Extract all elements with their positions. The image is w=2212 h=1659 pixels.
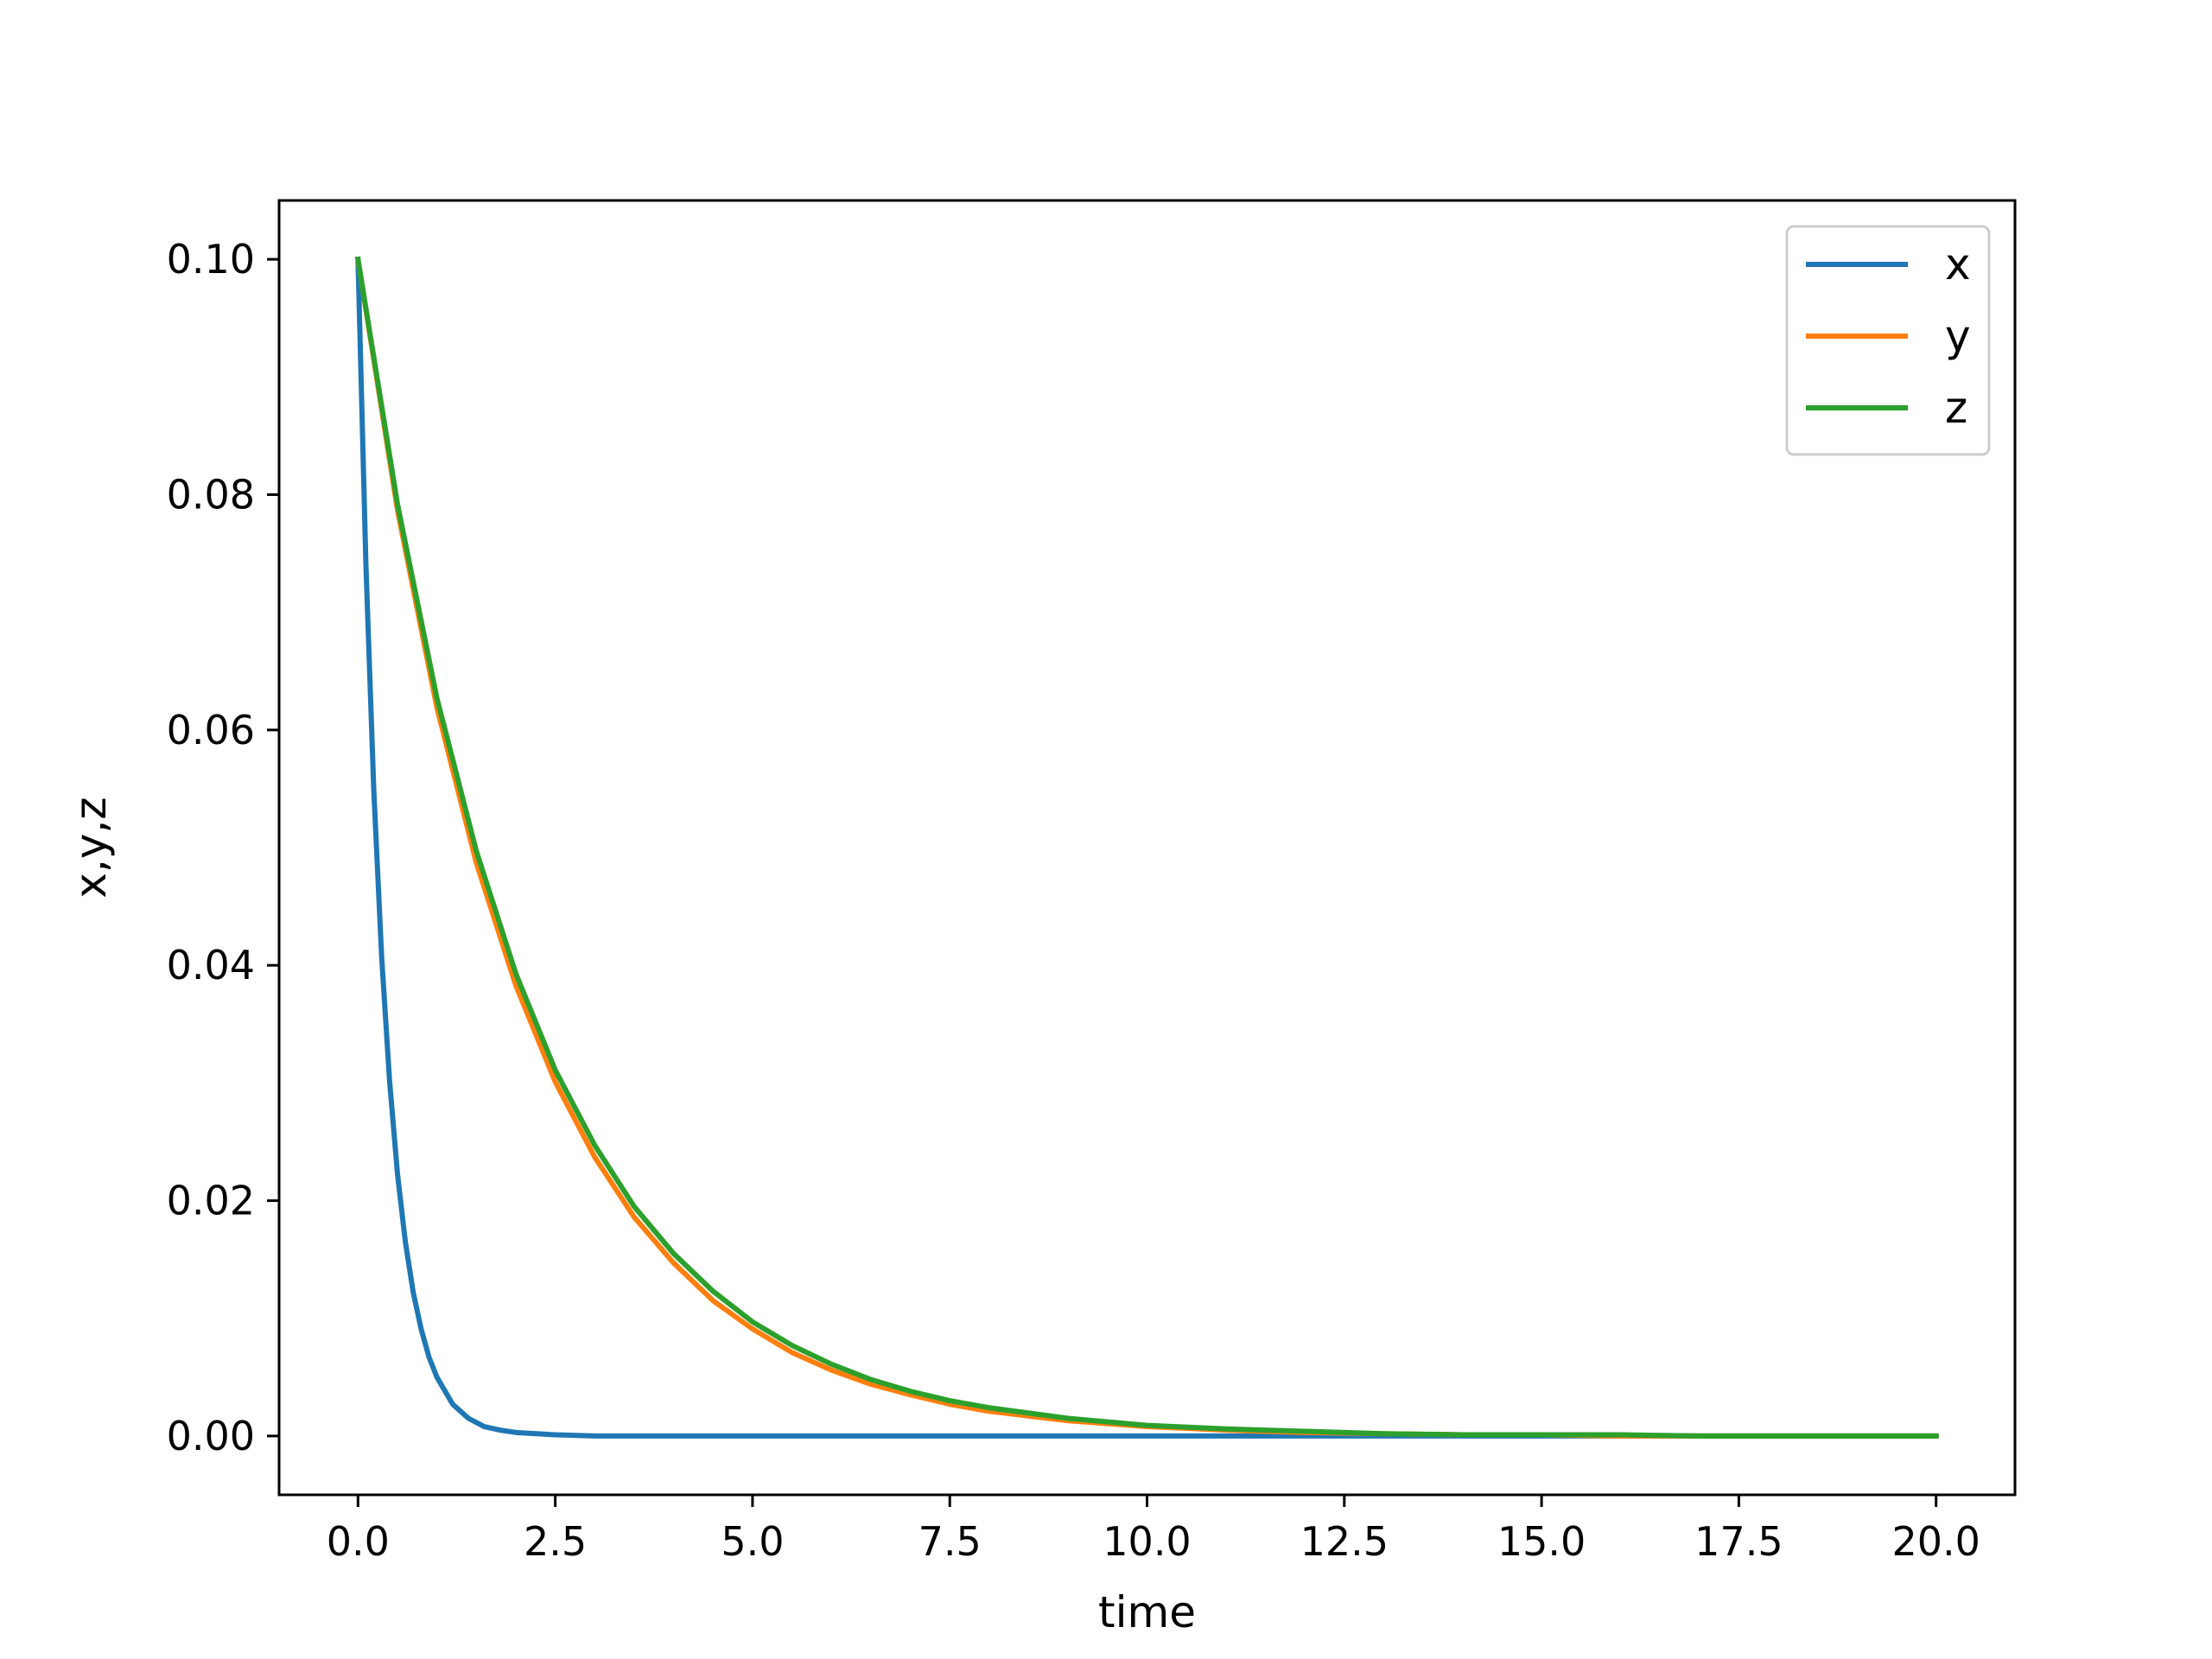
series-layer: [354, 256, 1939, 1439]
y-axis-label: x,y,z: [66, 797, 116, 898]
x-tick-label: 17.5: [1694, 1518, 1783, 1565]
legend-label-y: y: [1945, 311, 1971, 361]
series-line-x: [355, 257, 1939, 1439]
y-axis: 0.00 0.02 0.04 0.06 0.08 0.10: [167, 236, 279, 1459]
x-tick-label: 0.0: [327, 1518, 390, 1565]
x-tick-label: 12.5: [1300, 1518, 1389, 1565]
x-tick-label: 20.0: [1891, 1518, 1980, 1565]
legend: xyz: [1785, 225, 1991, 456]
y-tick-label: 0.08: [167, 471, 255, 518]
x-axis-label: time: [1098, 1587, 1196, 1637]
legend-label-x: x: [1945, 239, 1971, 289]
x-tick-label: 2.5: [524, 1518, 587, 1565]
x-axis: 0.0 2.5 5.0 7.5 10.0 12.5 15.0 17.5 20.0: [327, 1495, 1980, 1565]
y-tick-label: 0.00: [167, 1413, 255, 1459]
legend-label-z: z: [1945, 383, 1967, 433]
y-tick-label: 0.04: [167, 942, 255, 988]
legend-box: [1785, 225, 1991, 456]
x-tick-label: 5.0: [721, 1518, 784, 1565]
x-tick-label: 7.5: [918, 1518, 982, 1565]
y-tick-label: 0.06: [167, 707, 255, 753]
y-tick-label: 0.02: [167, 1178, 255, 1224]
x-tick-label: 10.0: [1103, 1518, 1191, 1565]
y-tick-label: 0.10: [167, 236, 255, 283]
x-tick-label: 15.0: [1497, 1518, 1586, 1565]
series-line-z: [354, 256, 1939, 1439]
plot-area: [277, 199, 2017, 1497]
